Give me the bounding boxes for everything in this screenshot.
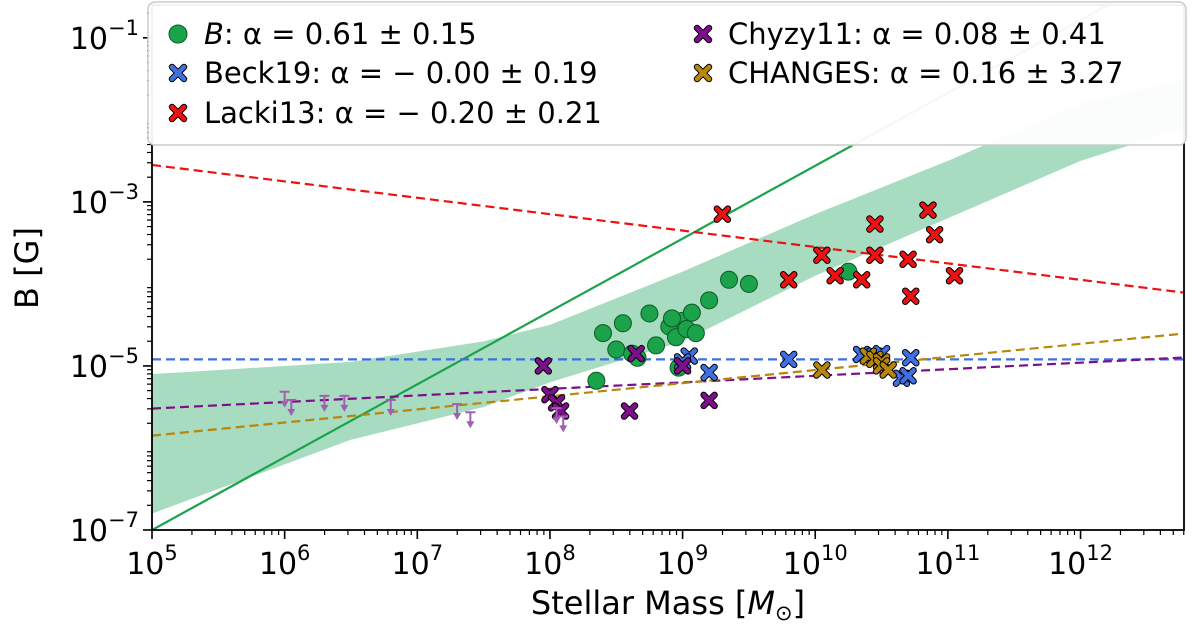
point-beck19 xyxy=(700,363,718,382)
y-axis-label: B [G] xyxy=(8,227,46,309)
x-tick-label: 1011 xyxy=(915,541,980,582)
point-b xyxy=(700,291,719,310)
point-b xyxy=(662,309,681,328)
point-lacki13 xyxy=(866,246,884,264)
legend-box xyxy=(147,1,1187,146)
x-axis-label: Stellar Mass [M⊙] xyxy=(531,584,805,625)
x-tick-label: 1012 xyxy=(1048,541,1113,582)
legend-marker-chyzy11 xyxy=(693,24,713,44)
legend-label-chyzy11: Chyzy11: α = 0.08 ± 0.41 xyxy=(728,17,1106,51)
point-chyzy11 xyxy=(534,357,553,375)
point-b xyxy=(607,340,626,359)
x-tick-label: 107 xyxy=(392,541,444,582)
point-chyzy11-upper-limits xyxy=(465,411,476,429)
legend: B: α = 0.61 ± 0.15 Beck19: α = − 0.00 ± … xyxy=(147,1,1187,146)
legend-label-lacki13: Lacki13: α = − 0.20 ± 0.21 xyxy=(204,96,602,130)
point-chyzy11-upper-limits xyxy=(279,390,290,408)
point-lacki13 xyxy=(901,287,920,305)
point-lacki13 xyxy=(866,215,884,233)
point-b xyxy=(720,270,739,289)
x-tick-label: 108 xyxy=(524,541,576,582)
point-beck19 xyxy=(899,367,917,385)
point-b xyxy=(682,303,701,322)
point-lacki13 xyxy=(813,246,831,264)
point-b xyxy=(587,371,606,390)
y-tick-label: 10−5 xyxy=(70,344,139,385)
point-b xyxy=(686,324,705,343)
point-chyzy11-upper-limits xyxy=(551,407,562,425)
point-chyzy11 xyxy=(673,357,692,375)
point-lacki13 xyxy=(899,250,917,269)
point-lacki13 xyxy=(945,266,964,285)
x-tick-label: 109 xyxy=(657,541,709,582)
legend-marker-lacki13 xyxy=(168,103,188,123)
point-lacki13 xyxy=(919,201,937,219)
point-b xyxy=(739,274,758,293)
y-tick-label: 10−7 xyxy=(70,508,139,549)
point-b xyxy=(613,314,632,333)
point-beck19 xyxy=(779,350,798,369)
point-b xyxy=(640,304,659,323)
legend-label-changes: CHANGES: α = 0.16 ± 3.27 xyxy=(728,56,1124,90)
point-chyzy11-upper-limits xyxy=(339,394,350,412)
point-lacki13 xyxy=(852,271,871,289)
y-tick-label: 10−1 xyxy=(70,16,139,57)
point-chyzy11 xyxy=(700,391,718,410)
point-chyzy11 xyxy=(620,402,639,420)
point-chyzy11-upper-limits xyxy=(385,398,396,416)
point-b xyxy=(594,324,613,343)
point-changes xyxy=(813,361,831,379)
point-lacki13 xyxy=(713,205,732,223)
point-lacki13 xyxy=(779,271,798,289)
point-chyzy11-upper-limits xyxy=(452,403,463,421)
point-lacki13 xyxy=(826,266,844,285)
legend-marker-beck19 xyxy=(168,63,188,83)
point-chyzy11-upper-limits xyxy=(286,398,297,416)
point-lacki13 xyxy=(925,225,944,244)
point-chyzy11-upper-limits xyxy=(319,394,330,412)
x-tick-label: 106 xyxy=(259,541,311,582)
point-beck19 xyxy=(901,348,920,367)
point-chyzy11 xyxy=(627,344,645,363)
legend-marker-b xyxy=(168,24,188,44)
point-chyzy11-upper-limits xyxy=(558,415,569,433)
x-tick-label: 105 xyxy=(126,541,178,582)
point-b xyxy=(647,336,666,355)
confidence-band xyxy=(152,78,1184,514)
legend-marker-changes xyxy=(693,63,713,83)
fit-line-lacki13 xyxy=(152,163,1184,294)
y-tick-label: 10−3 xyxy=(70,180,139,221)
legend-label-beck19: Beck19: α = − 0.00 ± 0.19 xyxy=(204,56,598,90)
point-changes xyxy=(879,361,897,379)
fit-line-changes xyxy=(152,332,1184,437)
legend-label-b: B: α = 0.61 ± 0.15 xyxy=(204,17,477,51)
x-tick-label: 1010 xyxy=(783,541,848,582)
